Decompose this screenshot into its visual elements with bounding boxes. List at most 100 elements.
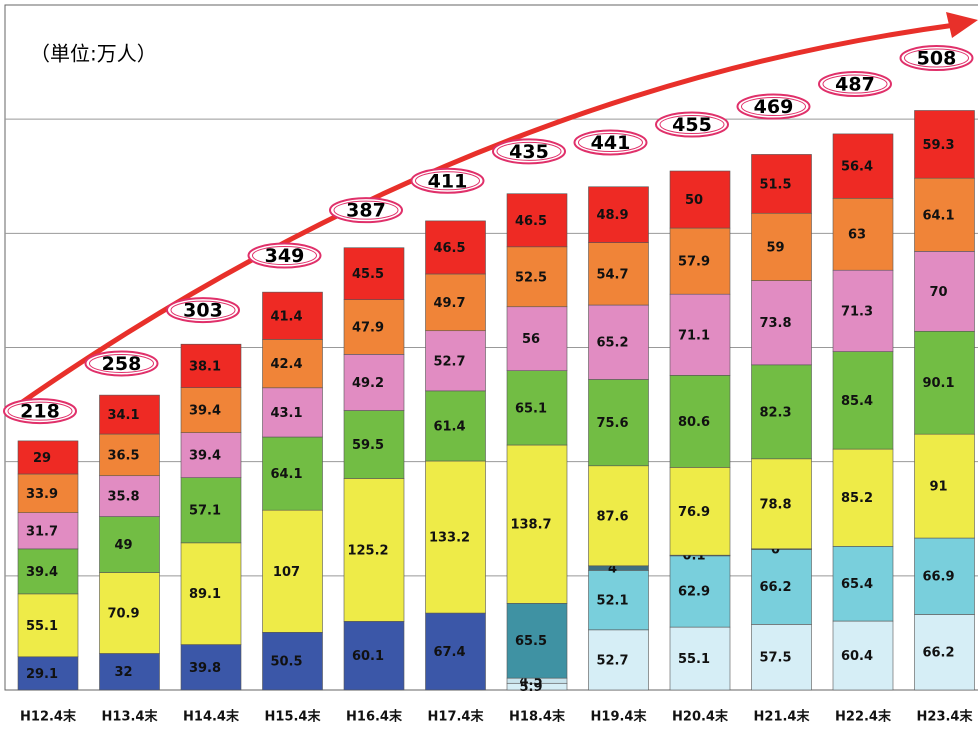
value-label: 5.9 bbox=[519, 680, 542, 695]
x-tick-label: H17.4末 bbox=[428, 709, 485, 725]
total-label: 508 bbox=[917, 48, 957, 70]
total-ellipse-inner bbox=[578, 133, 643, 153]
total-ellipse bbox=[247, 242, 322, 269]
value-label: 45.5 bbox=[352, 267, 384, 282]
value-label: 66.2 bbox=[759, 580, 791, 595]
total-ellipse-inner bbox=[659, 115, 725, 135]
value-label: 64.1 bbox=[270, 467, 302, 482]
value-label: 85.4 bbox=[841, 394, 873, 409]
bar-segment bbox=[669, 375, 731, 468]
value-label: 59.3 bbox=[922, 138, 954, 153]
bar-segment bbox=[17, 473, 79, 513]
value-label: 33.9 bbox=[26, 487, 58, 502]
x-tick-label: H18.4末 bbox=[509, 709, 566, 725]
total-ellipse-inner bbox=[904, 48, 969, 68]
value-label: 56 bbox=[522, 332, 540, 347]
value-label: 80.6 bbox=[678, 415, 710, 430]
value-label: 65.2 bbox=[596, 336, 628, 351]
value-label: 70 bbox=[929, 285, 947, 300]
total-ellipse-inner bbox=[415, 171, 480, 191]
value-label: 42.4 bbox=[270, 357, 302, 372]
bar-segment bbox=[588, 565, 649, 571]
value-label: 138.7 bbox=[510, 518, 551, 533]
value-label: 35.8 bbox=[107, 490, 139, 505]
bar-segment bbox=[914, 251, 975, 332]
bar-segment bbox=[751, 212, 812, 281]
total-ellipse-inner bbox=[170, 300, 236, 320]
bar-segment bbox=[180, 432, 242, 478]
value-label: 39.8 bbox=[189, 661, 221, 676]
value-label: 89.1 bbox=[189, 587, 221, 602]
value-label: 87.6 bbox=[596, 509, 628, 524]
bar-segment bbox=[99, 433, 160, 477]
bar-segment bbox=[832, 448, 894, 547]
bar-segment bbox=[588, 465, 649, 567]
value-label: 34.1 bbox=[107, 408, 139, 423]
x-tick-label: H14.4末 bbox=[183, 709, 240, 725]
bar-segment bbox=[425, 390, 486, 462]
value-label: 52.7 bbox=[596, 653, 628, 668]
total-ellipse bbox=[3, 398, 77, 425]
bar-segment bbox=[262, 632, 323, 691]
value-label: 85.2 bbox=[841, 491, 873, 506]
bar-segment bbox=[669, 626, 731, 691]
bar-segment bbox=[751, 624, 812, 691]
value-label: 78.8 bbox=[759, 497, 791, 512]
bar-segment bbox=[669, 467, 731, 556]
total-ellipse bbox=[84, 350, 159, 377]
value-label: 57.9 bbox=[678, 255, 710, 270]
value-label: 4 bbox=[608, 562, 617, 577]
value-label: 39.4 bbox=[26, 565, 58, 580]
total-ellipse bbox=[329, 197, 403, 224]
bar-segment bbox=[180, 387, 242, 433]
total-ellipse-inner bbox=[252, 246, 317, 266]
x-tick-label: H20.4末 bbox=[672, 709, 729, 725]
value-label: 50.5 bbox=[270, 655, 302, 670]
trend-arrow bbox=[16, 22, 956, 408]
total-label: 349 bbox=[265, 245, 305, 267]
value-label: 36.5 bbox=[107, 448, 139, 463]
bar-segment bbox=[832, 269, 894, 352]
bar-segment bbox=[832, 620, 894, 691]
bar-segment bbox=[588, 242, 649, 306]
bar-segment bbox=[914, 177, 975, 252]
bar-segment bbox=[180, 644, 242, 691]
value-label: 51.5 bbox=[759, 177, 791, 192]
value-label: 63 bbox=[848, 228, 866, 243]
value-label: 48.9 bbox=[596, 208, 628, 223]
value-label: 71.1 bbox=[678, 328, 710, 343]
bar-segment bbox=[180, 343, 242, 388]
total-label: 455 bbox=[672, 114, 712, 136]
value-label: 70.9 bbox=[107, 606, 139, 621]
bar-segment bbox=[832, 133, 894, 199]
value-label: 75.6 bbox=[596, 416, 628, 431]
bar-segment bbox=[425, 220, 486, 275]
bar-segment bbox=[262, 291, 323, 340]
bar-segment bbox=[99, 572, 160, 654]
bar-segment bbox=[506, 306, 568, 371]
x-tick-label: H15.4末 bbox=[265, 709, 322, 725]
value-label: 57.1 bbox=[189, 504, 221, 519]
total-ellipse-inner bbox=[741, 97, 806, 117]
value-label: 64.1 bbox=[922, 208, 954, 223]
value-label: 65.4 bbox=[841, 577, 873, 592]
bar-segment bbox=[343, 299, 405, 355]
bar-segment bbox=[425, 273, 486, 332]
bar-segment bbox=[343, 621, 405, 691]
x-tick-label: H23.4末 bbox=[917, 709, 974, 725]
total-ellipse bbox=[410, 167, 485, 194]
value-label: 60.4 bbox=[841, 649, 873, 664]
x-tick-label: H12.4末 bbox=[20, 709, 77, 725]
value-label: 133.2 bbox=[429, 531, 470, 546]
total-ellipse bbox=[166, 297, 240, 324]
total-label: 258 bbox=[102, 353, 142, 375]
bar-segment bbox=[588, 304, 649, 380]
bar-segment bbox=[425, 612, 486, 691]
total-label: 218 bbox=[20, 401, 60, 423]
total-label: 441 bbox=[591, 132, 631, 154]
value-label: 39.4 bbox=[189, 449, 221, 464]
bar-segment bbox=[914, 330, 975, 435]
value-label: 38.1 bbox=[189, 359, 221, 374]
value-label: 76.9 bbox=[678, 505, 710, 520]
bar-segment bbox=[17, 593, 79, 658]
